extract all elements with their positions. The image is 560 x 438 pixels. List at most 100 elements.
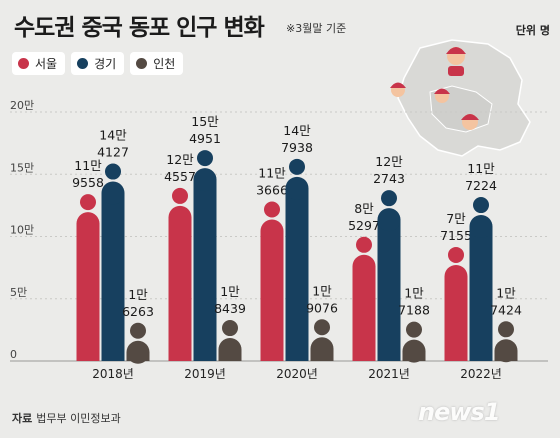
data-label-top: 12만 [375, 154, 403, 169]
y-tick-label: 0 [10, 348, 17, 361]
bar [193, 179, 217, 361]
page-title: 수도권 중국 동포 인구 변화 [14, 15, 265, 41]
data-label-top: 1만 [404, 286, 424, 301]
y-tick-label: 5만 [10, 286, 27, 299]
bar-marker [406, 321, 422, 338]
data-label-bottom: 5297 [348, 218, 380, 233]
bar-head [285, 176, 309, 200]
legend-swatch-incheon [136, 58, 148, 69]
data-label-bottom: 7224 [465, 178, 497, 193]
bar-marker [130, 322, 146, 339]
legend-swatch-gyeonggi [77, 58, 89, 69]
data-label-top: 11만 [74, 158, 102, 173]
bar-head [402, 339, 426, 363]
data-label-bottom: 9558 [72, 175, 104, 190]
bar-marker [264, 201, 280, 218]
bar-head [126, 340, 150, 364]
data-label-top: 12만 [166, 152, 194, 167]
bar [260, 230, 284, 361]
bar-marker [222, 320, 238, 337]
data-label-top: 11만 [467, 161, 495, 176]
person-figure-icon [446, 47, 466, 76]
source-label: 자료 [12, 412, 33, 425]
data-label-bottom: 6263 [122, 304, 154, 319]
data-label-bottom: 7155 [440, 228, 472, 243]
legend-swatch-seoul [18, 58, 29, 69]
data-label-top: 14만 [283, 123, 311, 138]
data-label-bottom: 2743 [373, 171, 405, 186]
data-label-bottom: 4951 [189, 131, 221, 146]
bar-head [101, 181, 125, 205]
data-label-top: 1만 [128, 287, 148, 302]
bar-marker [314, 319, 330, 336]
data-label-bottom: 9076 [306, 300, 338, 315]
source-note: 자료 법무부 이민정보과 [12, 410, 121, 426]
bar-head [352, 254, 376, 278]
x-tick-label: 2018년 [92, 367, 134, 381]
y-tick-label: 10만 [10, 224, 34, 237]
data-label-bottom: 3666 [256, 182, 288, 197]
bar-marker [289, 158, 305, 175]
bar-marker [172, 187, 188, 204]
legend-label-incheon: 인천 [153, 57, 176, 71]
x-tick-label: 2020년 [276, 367, 318, 381]
bar-marker [197, 150, 213, 167]
x-tick-label: 2022년 [460, 367, 502, 381]
legend-item-gyeonggi: 경기 [71, 52, 125, 75]
bar [285, 188, 309, 361]
legend-label-seoul: 서울 [35, 57, 58, 71]
data-label-bottom: 7188 [398, 303, 430, 318]
bar-marker [448, 246, 464, 263]
person-figure-icon [390, 82, 406, 97]
person-figure-icon [461, 114, 479, 130]
legend-label-gyeonggi: 경기 [94, 57, 117, 71]
data-label-bottom: 7424 [490, 302, 522, 317]
source-text: 법무부 이민정보과 [36, 412, 121, 425]
bar-head [377, 208, 401, 232]
data-label-bottom: 4557 [164, 169, 196, 184]
bar [444, 276, 468, 361]
bar-head [76, 212, 100, 236]
bar [101, 193, 125, 361]
legend-item-incheon: 인천 [130, 52, 184, 75]
data-label-top: 14만 [99, 128, 127, 143]
data-label-bottom: 8439 [214, 301, 246, 316]
data-label-top: 1만 [220, 284, 240, 299]
bar [76, 223, 100, 361]
basis-note: ※3월말 기준 [286, 22, 347, 35]
y-tick-label: 15만 [10, 161, 34, 174]
data-label-bottom: 7938 [281, 140, 313, 155]
bar-head [444, 264, 468, 288]
bar [469, 226, 493, 361]
person-figure-icon [434, 88, 450, 103]
bar-marker [498, 321, 514, 338]
bar-head [193, 168, 217, 192]
data-label-top: 1만 [496, 285, 516, 300]
data-label-top: 8만 [354, 201, 374, 216]
bar-head [310, 337, 334, 361]
x-tick-label: 2019년 [184, 367, 226, 381]
bar-marker [105, 163, 121, 180]
x-tick-label: 2021년 [368, 367, 410, 381]
bar-marker [80, 194, 96, 211]
data-label-top: 7만 [446, 211, 466, 226]
y-tick-label: 20만 [10, 99, 34, 112]
news1-logo: news1 [418, 398, 501, 426]
bar [168, 217, 192, 361]
bar-marker [356, 236, 372, 253]
legend: 서울 경기 인천 [12, 52, 184, 75]
bar-head [260, 219, 284, 243]
bar-marker [381, 190, 397, 207]
bar-marker [473, 197, 489, 214]
map-illustration [390, 39, 531, 157]
bar [352, 266, 376, 361]
data-label-top: 15만 [191, 114, 219, 129]
bar-head [218, 338, 242, 362]
unit-label: 단위 명 [515, 24, 550, 37]
bar-head [469, 215, 493, 239]
legend-item-seoul: 서울 [12, 52, 66, 75]
bar [377, 219, 401, 361]
data-label-bottom: 4127 [97, 145, 129, 160]
